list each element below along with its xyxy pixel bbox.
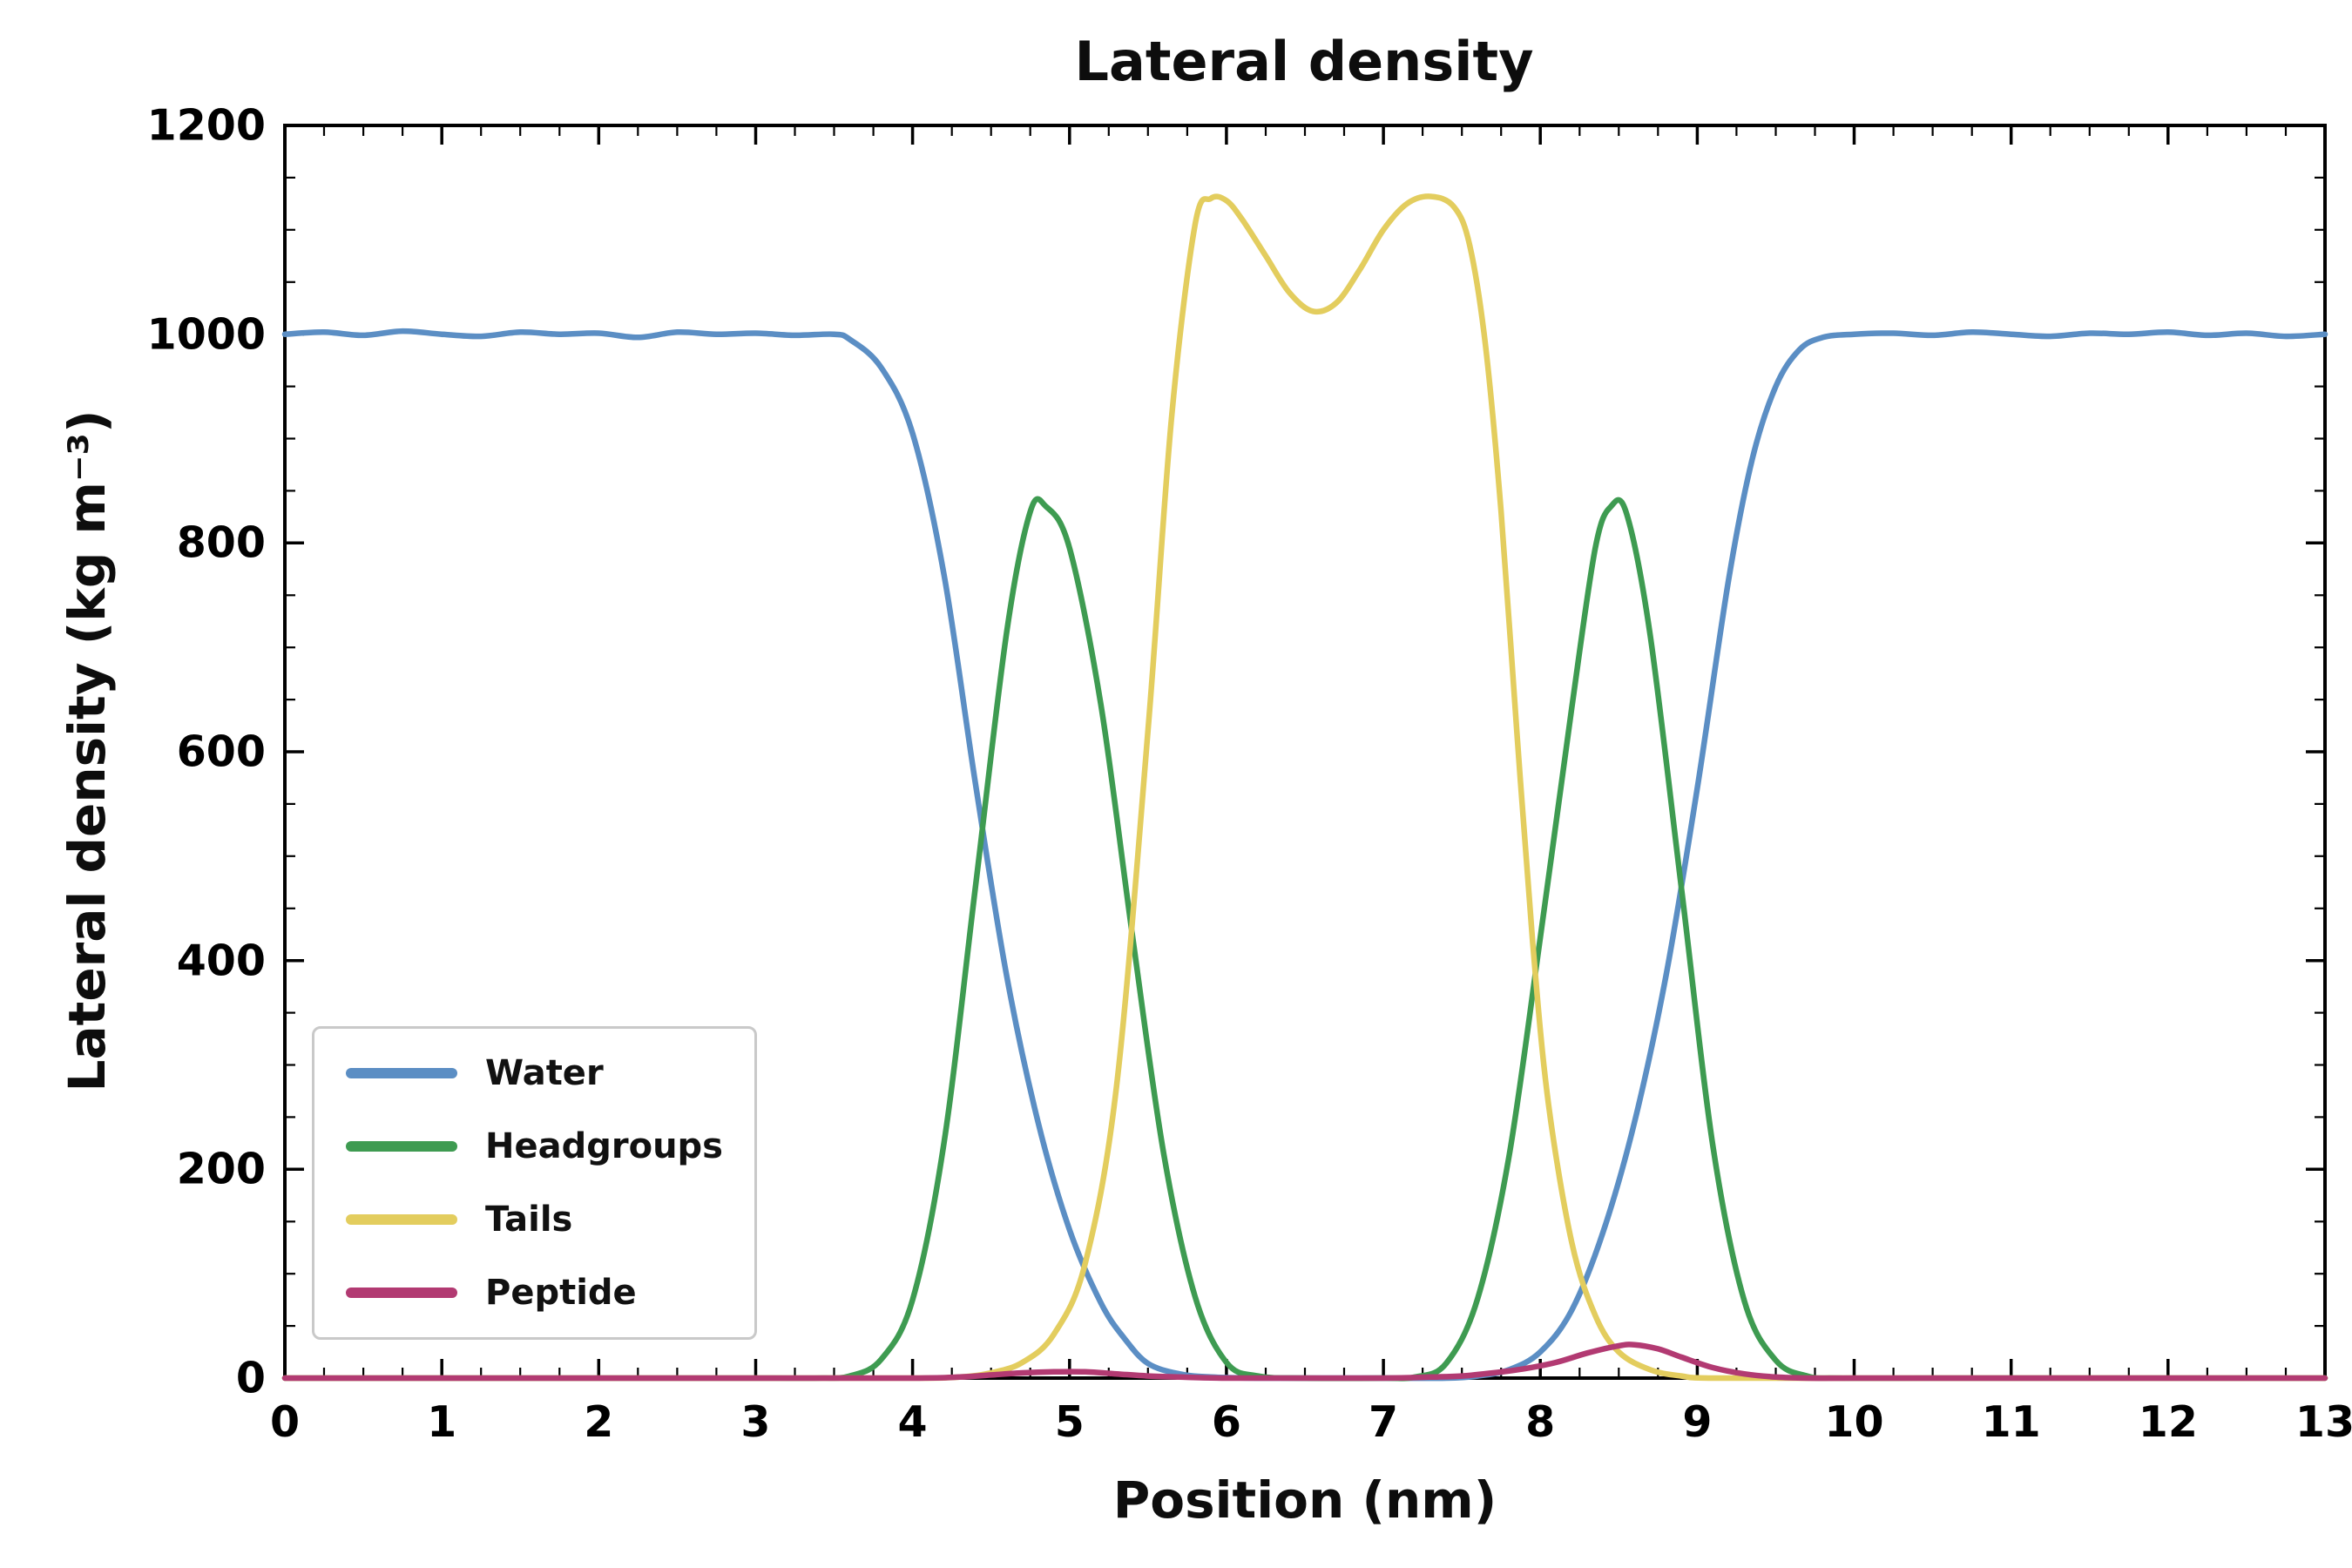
chart-title: Lateral density bbox=[1074, 30, 1534, 93]
series-tails-line bbox=[281, 193, 2328, 1382]
legend-item: Tails bbox=[346, 1200, 723, 1240]
y-tick-label: 400 bbox=[176, 936, 266, 986]
x-tick-label: 3 bbox=[740, 1397, 771, 1447]
y-tick-label: 600 bbox=[176, 727, 266, 777]
legend-swatch-headgroups bbox=[346, 1141, 457, 1152]
x-tick-label: 5 bbox=[1054, 1397, 1085, 1447]
x-tick-label: 9 bbox=[1682, 1397, 1713, 1447]
legend-swatch-water bbox=[346, 1068, 457, 1078]
x-tick-label: 0 bbox=[269, 1397, 301, 1447]
legend-item: Water bbox=[346, 1053, 723, 1093]
x-tick-label: 11 bbox=[1981, 1397, 2041, 1447]
legend-item: Peptide bbox=[346, 1273, 723, 1313]
y-tick-label: 0 bbox=[235, 1353, 266, 1403]
x-tick-label: 7 bbox=[1369, 1397, 1399, 1447]
x-axis-label: Position (nm) bbox=[1112, 1470, 1497, 1530]
y-axis-label: Lateral density (kg m⁻³) bbox=[57, 409, 117, 1092]
legend: Water Headgroups Tails Peptide bbox=[312, 1026, 757, 1340]
legend-label: Water bbox=[485, 1053, 604, 1093]
x-tick-label: 13 bbox=[2295, 1397, 2352, 1447]
legend-item: Headgroups bbox=[346, 1126, 723, 1166]
legend-swatch-peptide bbox=[346, 1288, 457, 1298]
legend-label: Tails bbox=[485, 1200, 573, 1240]
y-tick-label: 800 bbox=[176, 517, 266, 568]
x-tick-label: 6 bbox=[1211, 1397, 1241, 1447]
x-tick-label: 8 bbox=[1525, 1397, 1556, 1447]
legend-label: Headgroups bbox=[485, 1126, 723, 1166]
y-tick-label: 1200 bbox=[146, 100, 266, 151]
series-peptide-line bbox=[281, 1342, 2328, 1382]
x-tick-label: 4 bbox=[897, 1397, 928, 1447]
x-tick-label: 2 bbox=[584, 1397, 614, 1447]
legend-swatch-tails bbox=[346, 1214, 457, 1225]
y-tick-label: 1000 bbox=[146, 309, 266, 360]
y-tick-label: 200 bbox=[176, 1144, 266, 1194]
x-tick-label: 1 bbox=[427, 1397, 457, 1447]
legend-label: Peptide bbox=[485, 1273, 637, 1313]
x-tick-label: 10 bbox=[1824, 1397, 1884, 1447]
x-tick-label: 12 bbox=[2138, 1397, 2198, 1447]
